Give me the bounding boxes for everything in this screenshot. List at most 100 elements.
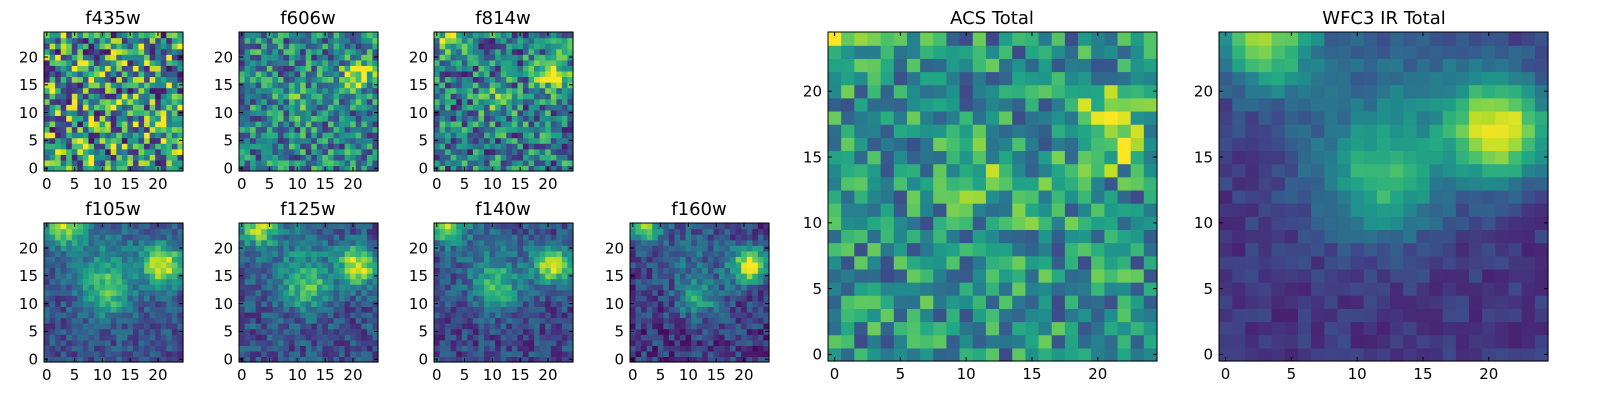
heatmap-cell — [685, 345, 692, 352]
y-tick-label: 20 — [19, 239, 38, 257]
heatmap-cell — [528, 267, 535, 274]
heatmap-cell — [149, 295, 156, 302]
heatmap-cell — [663, 228, 670, 235]
heatmap-cell — [556, 339, 563, 346]
heatmap-cell — [44, 261, 51, 269]
heatmap-cell — [105, 37, 112, 44]
heatmap-cell — [534, 76, 541, 83]
heatmap-cell — [674, 306, 681, 313]
heatmap-cell — [311, 356, 318, 363]
heatmap-cell — [366, 289, 374, 296]
heatmap-cell — [450, 104, 457, 111]
heatmap-cell — [177, 350, 184, 358]
heatmap-cell — [127, 334, 134, 341]
heatmap-cell — [266, 350, 273, 358]
heatmap-cell — [116, 223, 123, 230]
heatmap-cell — [489, 317, 496, 324]
heatmap-cell — [166, 87, 173, 94]
heatmap-cell — [646, 284, 653, 291]
heatmap-cell — [495, 300, 502, 307]
heatmap-cell — [132, 137, 140, 144]
heatmap-cell — [511, 70, 518, 78]
heatmap-cell — [71, 323, 78, 330]
heatmap-cell — [361, 76, 368, 83]
heatmap-cell — [272, 350, 279, 358]
heatmap-cell — [277, 165, 285, 172]
heatmap-cell — [489, 261, 496, 269]
heatmap-cell — [49, 345, 56, 352]
heatmap-cell — [567, 48, 574, 55]
heatmap-cell — [144, 120, 151, 128]
heatmap-cell — [511, 273, 518, 280]
heatmap-cell — [327, 350, 335, 358]
heatmap-cell — [177, 59, 184, 66]
heatmap-cell — [177, 126, 184, 133]
heatmap-cell — [77, 37, 84, 44]
heatmap-cell — [680, 267, 687, 274]
heatmap-cell — [657, 228, 664, 235]
heatmap-cell — [350, 317, 357, 324]
heatmap-cell — [556, 317, 563, 324]
heatmap-cell — [484, 154, 491, 161]
heatmap-cell — [534, 115, 541, 122]
heatmap-cell — [71, 98, 78, 105]
heatmap-cell — [116, 339, 123, 346]
heatmap-cell — [333, 350, 340, 358]
heatmap-cell — [495, 223, 502, 230]
heatmap-cell — [545, 345, 552, 352]
heatmap-cell — [361, 132, 368, 139]
heatmap-cell — [132, 323, 140, 330]
heatmap-cell — [500, 143, 507, 150]
heatmap-cell — [567, 37, 574, 44]
heatmap-cell — [94, 109, 101, 116]
heatmap-cell — [99, 345, 106, 352]
heatmap-cell — [155, 345, 162, 352]
heatmap-cell — [561, 311, 569, 319]
heatmap-cell — [985, 242, 1000, 257]
heatmap-cell — [534, 159, 541, 167]
heatmap-cell — [434, 159, 441, 167]
heatmap-cell — [355, 87, 362, 94]
heatmap-cell — [1117, 334, 1132, 349]
heatmap-cell — [149, 300, 156, 307]
heatmap-cell — [746, 289, 753, 296]
heatmap-cell — [959, 282, 974, 296]
heatmap-cell — [300, 109, 307, 116]
heatmap-cell — [550, 284, 557, 291]
heatmap-cell — [144, 239, 151, 246]
heatmap-cell — [77, 104, 84, 111]
heatmap-cell — [132, 93, 140, 100]
y-tick-label: 15 — [19, 76, 38, 94]
heatmap-cell — [127, 295, 134, 302]
heatmap-cell — [718, 328, 726, 335]
heatmap-cell — [49, 82, 56, 89]
heatmap-cell — [696, 311, 703, 319]
heatmap-cell — [506, 278, 513, 285]
heatmap-cell — [933, 268, 948, 283]
y-tick-label: 20 — [19, 48, 38, 66]
heatmap-cell — [305, 334, 312, 341]
heatmap-cell — [177, 43, 184, 50]
heatmap-cell — [244, 109, 251, 116]
heatmap-cell — [121, 148, 128, 155]
heatmap-cell — [550, 223, 557, 230]
heatmap-cell — [445, 148, 452, 155]
heatmap-cell — [539, 356, 546, 363]
heatmap-cell — [272, 311, 279, 319]
heatmap-cell — [741, 317, 748, 324]
heatmap-cell — [696, 250, 703, 257]
heatmap-cell — [713, 239, 720, 246]
y-tick-label: 0 — [418, 159, 428, 177]
heatmap-cell — [283, 165, 290, 172]
heatmap-cell — [322, 59, 329, 66]
heatmap-cell — [506, 250, 513, 257]
heatmap-cell — [972, 242, 987, 257]
heatmap-cell — [500, 126, 507, 133]
heatmap-cell — [366, 323, 374, 330]
heatmap-cell — [344, 82, 351, 89]
heatmap-cell — [685, 239, 692, 246]
heatmap-cell — [166, 159, 173, 167]
heatmap-cell — [49, 339, 56, 346]
heatmap-cell — [121, 70, 128, 78]
heatmap-cell — [121, 339, 128, 346]
